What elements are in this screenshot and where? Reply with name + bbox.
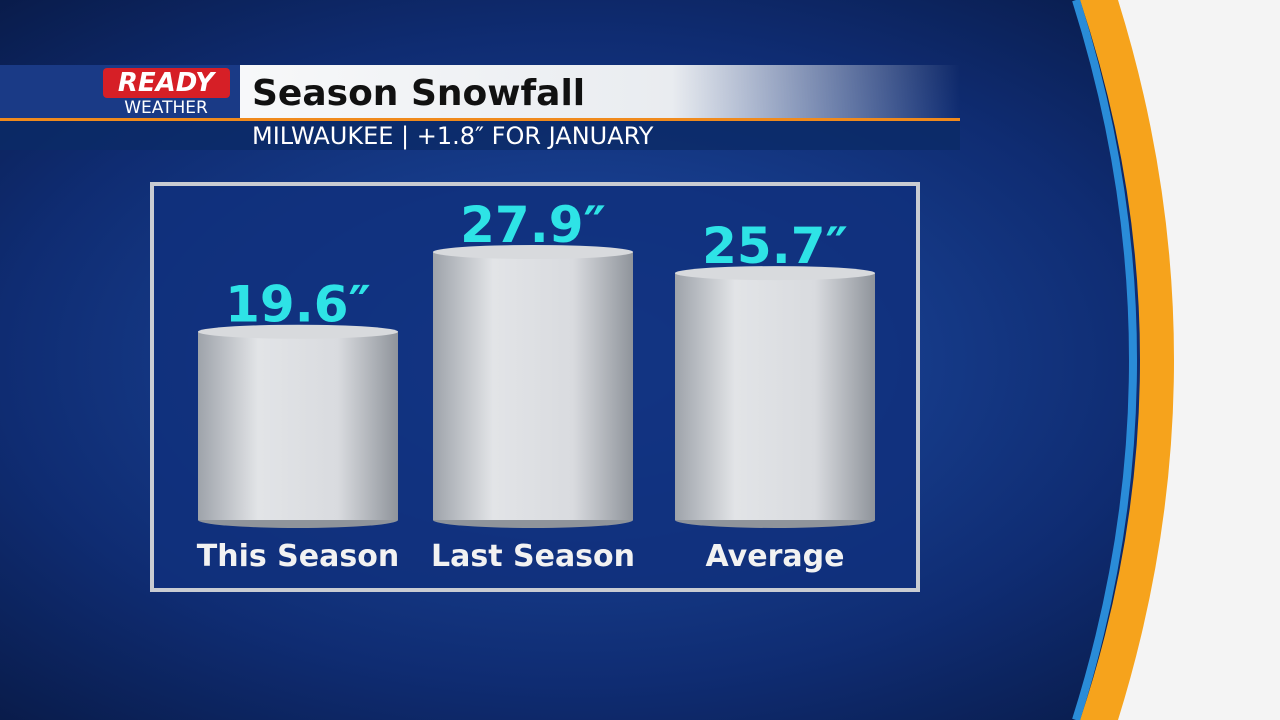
x-tick-label: This Season [197, 539, 399, 574]
logo-top: READY [118, 68, 217, 98]
bar-top [198, 324, 398, 339]
chart-title: Season Snowfall [252, 73, 585, 114]
bar [433, 252, 633, 520]
logo-badge [103, 68, 230, 98]
bar [675, 273, 875, 520]
header-rule [0, 118, 960, 121]
arc-blue [1072, 0, 1137, 720]
logo-bottom: WEATHER [124, 98, 208, 118]
bar-top [675, 266, 875, 281]
value-label: 19.6″ [225, 276, 371, 334]
x-tick-label: Average [706, 539, 845, 574]
chart-subtitle: MILWAUKEE | +1.8″ FOR JANUARY [252, 122, 654, 150]
bar-top [433, 245, 633, 259]
arc-white [1118, 0, 1280, 720]
subtitle-bar [0, 121, 960, 150]
x-tick-label: Last Season [431, 539, 635, 574]
bar [198, 331, 398, 520]
value-label: 27.9″ [460, 196, 606, 254]
value-label: 25.7″ [702, 217, 848, 275]
